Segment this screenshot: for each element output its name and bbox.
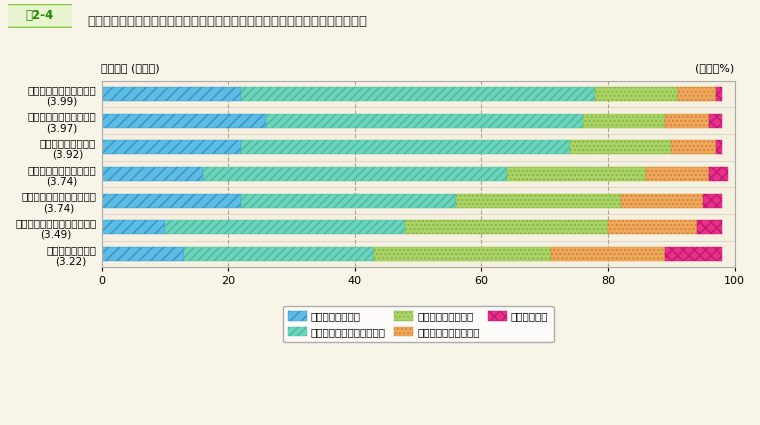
Bar (165, 220, 406, 234)
Bar (703, 194, 722, 207)
Bar (184, 247, 374, 261)
Bar (608, 220, 696, 234)
Bar (241, 194, 456, 207)
Bar (570, 140, 671, 154)
Bar (102, 220, 165, 234)
Bar (583, 113, 665, 128)
Bar (595, 87, 678, 101)
Bar (374, 247, 551, 261)
Bar (551, 247, 665, 261)
Bar (102, 140, 241, 154)
Bar (678, 87, 715, 101)
Bar (715, 87, 722, 101)
Bar (665, 247, 722, 261)
Bar (709, 167, 728, 181)
Bar (406, 220, 608, 234)
Bar (621, 194, 703, 207)
Bar (102, 113, 266, 128)
Bar (507, 167, 646, 181)
Bar (709, 113, 722, 128)
Bar (241, 140, 570, 154)
Bar (266, 113, 583, 128)
Bar (715, 140, 722, 154)
Bar (456, 194, 621, 207)
FancyBboxPatch shape (5, 4, 74, 28)
Legend: まったくその通り, どちらかといえばその通り, どちらともいえない, どちらかといえば違う, まったく違う: まったくその通り, どちらかといえばその通り, どちらともいえない, どちらかと… (283, 306, 553, 342)
Bar (102, 194, 241, 207)
Bar (203, 167, 507, 181)
Bar (102, 87, 241, 101)
Bar (665, 113, 709, 128)
Bar (102, 247, 184, 261)
Text: 「公共に奔仕する職場風土」の領域に属する質問項目別の回答割合及び平均値: 「公共に奔仕する職場風土」の領域に属する質問項目別の回答割合及び平均値 (87, 15, 367, 28)
Text: (単位：%): (単位：%) (695, 63, 734, 73)
Text: 質問項目 (平均値): 質問項目 (平均値) (100, 63, 159, 73)
Bar (241, 87, 595, 101)
Bar (696, 220, 722, 234)
Bar (102, 167, 203, 181)
Bar (671, 140, 715, 154)
Bar (646, 167, 709, 181)
Text: 図2-4: 図2-4 (26, 9, 54, 23)
